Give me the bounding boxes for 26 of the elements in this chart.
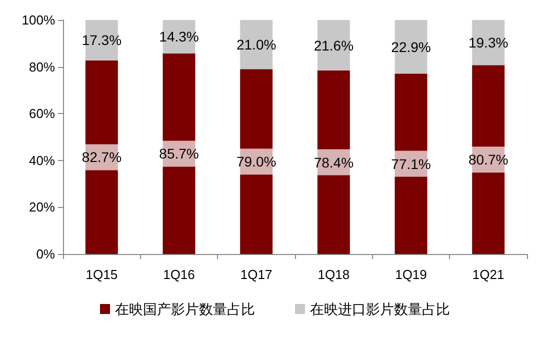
legend-label: 在映进口影片数量占比 bbox=[310, 301, 450, 317]
y-tick-label: 40% bbox=[28, 152, 56, 168]
data-label: 78.4% bbox=[314, 154, 354, 170]
data-label: 17.3% bbox=[82, 32, 122, 48]
y-tick-label: 0% bbox=[36, 246, 56, 262]
x-tick-label: 1Q19 bbox=[395, 267, 427, 282]
y-tick-label: 60% bbox=[28, 106, 56, 122]
y-tick-label: 80% bbox=[28, 59, 56, 74]
x-tick-label: 1Q17 bbox=[240, 267, 272, 282]
data-label: 82.7% bbox=[82, 149, 122, 166]
x-tick-label: 1Q21 bbox=[472, 267, 504, 282]
data-label: 22.9% bbox=[391, 38, 431, 55]
data-label: 14.3% bbox=[159, 28, 199, 45]
data-label: 21.0% bbox=[236, 36, 276, 53]
data-label: 85.7% bbox=[159, 146, 199, 162]
y-tick-label: 100% bbox=[22, 12, 56, 28]
data-label: 79.0% bbox=[236, 154, 276, 170]
data-label: 19.3% bbox=[468, 34, 508, 51]
data-label: 21.6% bbox=[314, 37, 354, 54]
data-label: 80.7% bbox=[468, 152, 508, 168]
x-tick-label: 1Q15 bbox=[86, 267, 118, 282]
legend-label: 在映国产影片数量占比 bbox=[115, 301, 255, 317]
data-label: 77.1% bbox=[391, 156, 431, 172]
x-tick-label: 1Q18 bbox=[318, 267, 350, 282]
y-tick-label: 20% bbox=[28, 200, 56, 215]
x-tick-label: 1Q16 bbox=[163, 267, 195, 282]
